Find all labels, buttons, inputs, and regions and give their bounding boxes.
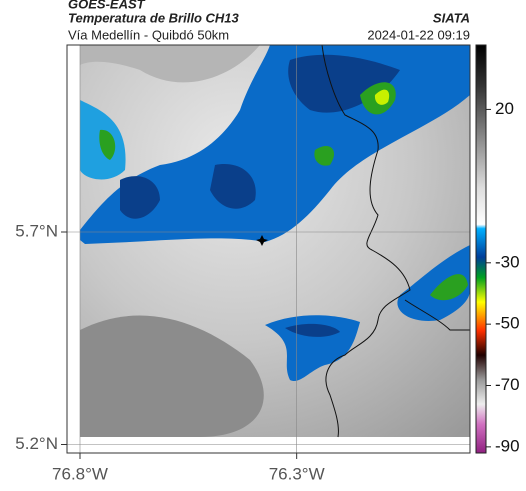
cloud-gray xyxy=(80,45,260,83)
cloud-very-cold xyxy=(99,82,396,166)
colorbar-tick-label: 20 xyxy=(495,99,514,118)
colorbar-tick-label: -90 xyxy=(495,436,520,455)
location-marker xyxy=(256,235,268,246)
colorbar-tick-label: -70 xyxy=(495,375,520,394)
satellite-image xyxy=(80,44,470,438)
cloud-cold xyxy=(285,323,340,337)
colorbar-tick-label: -50 xyxy=(495,314,520,333)
cloud-very-cold xyxy=(374,89,390,105)
cloud-very-cold xyxy=(430,274,468,301)
source: SIATA xyxy=(433,10,470,25)
cloud-cold xyxy=(397,245,470,321)
colorbar-ticks: 20 -30 -50 -70 -90 xyxy=(486,99,520,455)
cloud-gray xyxy=(80,315,264,437)
y-tick-label: 5.2°N xyxy=(15,434,58,453)
axes: 76.8°W 76.3°W 5.7°N 5.2°N xyxy=(15,45,470,483)
x-tick-label: 76.3°W xyxy=(269,464,325,483)
timestamp: 2024-01-22 09:19 xyxy=(367,27,470,42)
satellite: GOES-EAST xyxy=(68,0,146,11)
cloud-cold xyxy=(120,164,256,219)
cloud-cold xyxy=(288,54,400,113)
header: GOES-EAST Temperatura de Brillo CH13 Vía… xyxy=(68,0,470,42)
product: Temperatura de Brillo CH13 xyxy=(68,10,240,25)
colorbar-tick-label: -30 xyxy=(495,252,520,271)
colorbar xyxy=(475,44,487,454)
map-frame xyxy=(66,44,471,454)
x-tick-label: 76.8°W xyxy=(52,464,108,483)
y-tick-label: 5.7°N xyxy=(15,221,58,240)
region: Vía Medellín - Quibdó 50km xyxy=(68,27,229,42)
border xyxy=(321,44,470,438)
